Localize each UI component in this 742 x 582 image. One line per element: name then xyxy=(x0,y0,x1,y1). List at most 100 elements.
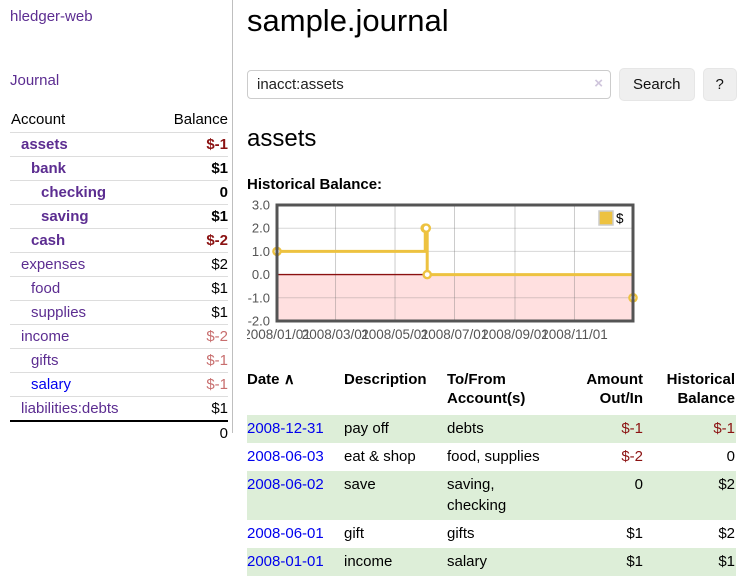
account-row: bank $1 xyxy=(10,156,228,181)
search-button[interactable]: Search xyxy=(619,67,695,101)
transaction-balance: $1 xyxy=(718,553,735,570)
svg-text:2008/07/01: 2008/07/01 xyxy=(421,327,489,342)
brand-link[interactable]: hledger-web xyxy=(10,8,93,25)
transaction-description: gift xyxy=(344,524,365,542)
transaction-description: pay off xyxy=(344,419,389,437)
accounts-total-value: 0 xyxy=(154,420,228,445)
register-header-date[interactable]: Date ∧ xyxy=(247,370,295,388)
accounts-total-row: 0 xyxy=(10,420,228,445)
svg-text:2008/09/01: 2008/09/01 xyxy=(481,327,549,342)
register-table: Date ∧ Description To/From Account(s) Am… xyxy=(247,368,736,577)
transaction-description: eat & shop xyxy=(344,448,416,465)
account-link-checking[interactable]: checking xyxy=(41,184,107,201)
svg-text:1.0: 1.0 xyxy=(252,244,270,259)
account-row: food $1 xyxy=(10,276,228,301)
main-content: sample.journal × Search ? assets Histori… xyxy=(233,0,742,582)
clear-search-icon[interactable]: × xyxy=(594,74,603,92)
account-link-expenses[interactable]: expenses xyxy=(21,256,86,273)
account-heading: assets xyxy=(247,124,317,152)
transaction-date-link[interactable]: 2008-06-02 xyxy=(247,476,324,494)
sort-asc-icon: ∧ xyxy=(283,370,295,388)
transaction-amount: $1 xyxy=(626,553,643,570)
account-balance: $-1 xyxy=(154,348,228,373)
account-balance: $-2 xyxy=(154,324,228,349)
nav-journal: Journal xyxy=(10,72,228,90)
register-header-description: Description xyxy=(344,370,427,388)
transaction-accounts: gifts xyxy=(447,524,475,542)
svg-text:2008/03/01: 2008/03/01 xyxy=(302,327,370,342)
account-link-saving[interactable]: saving xyxy=(41,208,89,225)
svg-text:0.0: 0.0 xyxy=(252,267,270,282)
account-row: supplies $1 xyxy=(10,300,228,325)
transaction-date-link[interactable]: 2008-06-01 xyxy=(247,524,324,542)
transaction-accounts: saving, checking xyxy=(447,476,507,514)
account-row: salary $-1 xyxy=(10,372,228,397)
account-link-assets[interactable]: assets xyxy=(21,136,68,153)
transaction-balance: $2 xyxy=(718,476,735,494)
account-balance: $1 xyxy=(154,396,228,421)
svg-text:-2.0: -2.0 xyxy=(248,313,270,328)
svg-text:3.0: 3.0 xyxy=(252,199,270,213)
transaction-date-link[interactable]: 2008-12-31 xyxy=(247,419,324,437)
chart-title: Historical Balance: xyxy=(247,175,383,193)
transaction-amount: $1 xyxy=(626,524,643,542)
account-link-gifts[interactable]: gifts xyxy=(31,352,59,369)
svg-text:2008/05/01: 2008/05/01 xyxy=(361,327,429,342)
register-row: 2008-01-01 income salary $1 $1 xyxy=(247,548,736,577)
transaction-amount: $-1 xyxy=(621,419,643,437)
account-link-bank[interactable]: bank xyxy=(31,160,67,177)
search-form: × Search ? xyxy=(247,67,741,101)
transaction-description: save xyxy=(344,476,376,494)
svg-text:-1.0: -1.0 xyxy=(248,290,270,305)
accounts-header-account: Account xyxy=(11,111,66,128)
account-row: income $-2 xyxy=(10,324,228,349)
account-row: checking 0 xyxy=(10,180,228,205)
register-header-amount: Amount Out/In xyxy=(586,370,643,408)
svg-text:2008/11/01: 2008/11/01 xyxy=(541,327,608,342)
chart-canvas: 3.0 2.0 1.0 0.0 -1.0 -2.02008/01/012008/03/01… xyxy=(243,197,638,342)
account-link-food[interactable]: food xyxy=(31,280,61,297)
transaction-balance: $2 xyxy=(718,524,735,542)
account-balance: $-1 xyxy=(154,372,228,397)
help-button[interactable]: ? xyxy=(702,67,737,101)
account-link-supplies[interactable]: supplies xyxy=(31,304,87,321)
account-balance: $1 xyxy=(154,300,228,325)
account-link-liabilities-debts[interactable]: liabilities:debts xyxy=(21,400,119,417)
account-row: gifts $-1 xyxy=(10,348,228,373)
journal-nav-link[interactable]: Journal xyxy=(10,72,60,89)
svg-text:2008/01/01: 2008/01/01 xyxy=(247,327,311,342)
search-input[interactable] xyxy=(247,69,611,99)
accounts-table: Account Balance assets $-1 bank $1 checking 0… xyxy=(10,108,228,445)
account-row: saving $1 xyxy=(10,204,228,229)
register-header-balance: Historical Balance xyxy=(666,370,735,408)
account-link-income[interactable]: income xyxy=(21,328,70,345)
register-row: 2008-12-31 pay off debts $-1 $-1 xyxy=(247,414,736,443)
register-row: 2008-06-03 eat & shop food, supplies $-2 0 xyxy=(247,443,736,471)
page-title: sample.journal xyxy=(247,3,449,38)
transaction-balance: $-1 xyxy=(713,419,735,437)
account-row: expenses $2 xyxy=(10,252,228,277)
transaction-balance: 0 xyxy=(726,448,735,465)
account-row: cash $-2 xyxy=(10,228,228,253)
transaction-date-link[interactable]: 2008-06-03 xyxy=(247,448,324,465)
account-balance: $1 xyxy=(154,156,228,181)
account-row: liabilities:debts $1 xyxy=(10,396,228,421)
register-row: 2008-06-01 gift gifts $1 $2 xyxy=(247,520,736,548)
historical-balance-chart: 3.0 2.0 1.0 0.0 -1.0 -2.0 2008/01/01 2008/03/01… xyxy=(243,197,741,352)
svg-text:$: $ xyxy=(616,211,624,226)
account-balance: $-2 xyxy=(154,228,228,253)
transaction-date-link[interactable]: 2008-01-01 xyxy=(247,553,324,570)
account-balance: $1 xyxy=(154,204,228,229)
sidebar: hledger-web Journal Account Balance asse… xyxy=(0,0,233,445)
account-row: assets $-1 xyxy=(10,132,228,157)
account-link-salary[interactable]: salary xyxy=(31,376,72,393)
transaction-amount: $-2 xyxy=(621,448,643,465)
account-balance: 0 xyxy=(154,180,228,205)
transaction-accounts: debts xyxy=(447,419,484,437)
svg-text:2.0: 2.0 xyxy=(252,220,270,235)
account-link-cash[interactable]: cash xyxy=(31,232,66,249)
account-balance: $2 xyxy=(154,252,228,277)
account-balance: $1 xyxy=(154,276,228,301)
transaction-accounts: food, supplies xyxy=(447,448,540,465)
accounts-header-balance: Balance xyxy=(173,111,228,128)
